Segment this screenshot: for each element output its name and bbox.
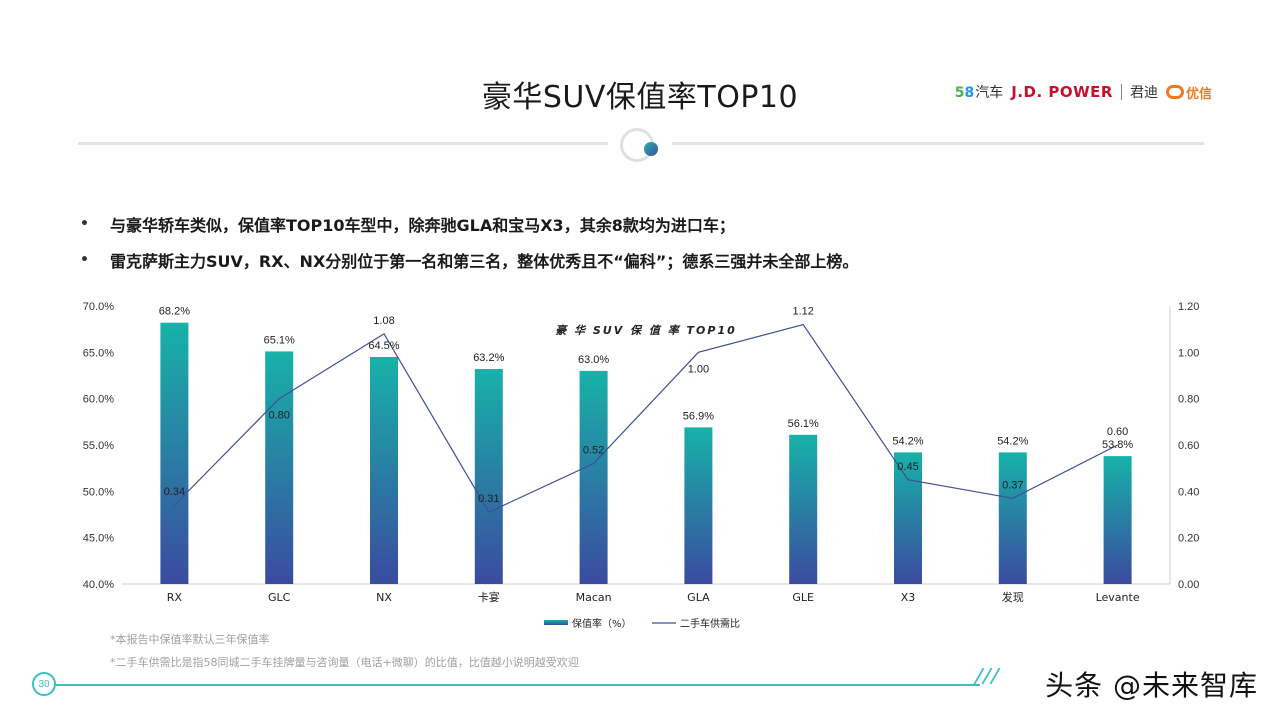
bar-value-label: 54.2% xyxy=(997,435,1028,447)
key-point-text: 雷克萨斯主力SUV，RX、NX分别位于第一名和第三名，整体优秀且不“偏科”；德系… xyxy=(110,252,859,271)
key-point-1: • 与豪华轿车类似，保值率TOP10车型中，除奔驰GLA和宝马X3，其余8款均为… xyxy=(80,206,858,242)
x-tick-label: 卡宴 xyxy=(478,590,500,604)
x-tick-label: NX xyxy=(376,591,392,604)
x-tick-label: Macan xyxy=(576,591,612,604)
y-right-tick-label: 1.20 xyxy=(1178,301,1199,313)
bar xyxy=(265,351,294,584)
key-point-text: 与豪华轿车类似，保值率TOP10车型中，除奔驰GLA和宝马X3，其余8款均为进口… xyxy=(110,216,735,235)
bar xyxy=(998,452,1027,584)
bar xyxy=(684,427,713,584)
y-right-tick-label: 0.40 xyxy=(1178,486,1199,498)
bar-value-label: 56.1% xyxy=(788,418,819,430)
bar xyxy=(160,322,189,584)
bar xyxy=(1103,456,1132,584)
bar xyxy=(370,356,398,584)
key-points: • 与豪华轿车类似，保值率TOP10车型中，除奔驰GLA和宝马X3，其余8款均为… xyxy=(80,206,858,278)
x-tick-label: RX xyxy=(167,591,183,604)
x-tick-label: GLE xyxy=(792,591,814,604)
logo-separator xyxy=(1120,84,1122,100)
bullet-icon: • xyxy=(80,252,89,268)
x-tick-label: GLC xyxy=(268,591,291,604)
title-divider-left xyxy=(78,142,608,145)
line-value-label: 0.37 xyxy=(1002,479,1023,491)
legend-label-bar: 保值率（%） xyxy=(572,617,632,630)
bullet-icon: • xyxy=(80,216,89,232)
key-point-2: • 雷克萨斯主力SUV，RX、NX分别位于第一名和第三名，整体优秀且不“偏科”；… xyxy=(80,242,858,278)
line-value-label: 1.08 xyxy=(373,315,394,327)
bar-value-label: 63.2% xyxy=(473,352,504,364)
line-value-label: 0.31 xyxy=(478,493,499,505)
x-tick-label: Levante xyxy=(1096,591,1140,604)
footer-line xyxy=(48,684,980,686)
line-value-label: 0.60 xyxy=(1107,426,1128,438)
chart-legend: 保值率（%） 二手车供需比 xyxy=(544,617,740,630)
x-tick-label: X3 xyxy=(901,591,916,604)
y-left-tick-label: 70.0% xyxy=(83,301,114,313)
title-divider-right xyxy=(672,142,1204,145)
bar-value-label: 63.0% xyxy=(578,354,609,366)
line-value-label: 0.34 xyxy=(164,486,185,498)
bar-value-label: 64.5% xyxy=(368,340,399,352)
y-right-tick-label: 0.20 xyxy=(1178,533,1199,545)
y-left-tick-label: 55.0% xyxy=(83,440,114,452)
footnote-supply-demand: *二手车供需比是指58同城二手车挂牌量与咨询量（电话+微聊）的比值，比值越小说明… xyxy=(110,656,579,669)
legend-label-line: 二手车供需比 xyxy=(680,617,740,630)
bar xyxy=(894,452,922,584)
y-left-tick-label: 50.0% xyxy=(83,486,114,498)
page-title: 豪华SUV保值率TOP10 xyxy=(481,80,799,115)
bar xyxy=(474,369,503,584)
supply-demand-line xyxy=(173,323,1118,513)
y-right-tick-label: 0.60 xyxy=(1178,440,1199,452)
partner-logos: 58汽车 J.D. POWER 君迪 优信 xyxy=(955,82,1212,102)
chart-title: 豪 华 SUV 保 值 率 TOP10 xyxy=(555,324,737,337)
line-value-label: 0.80 xyxy=(268,410,289,422)
youxin-mark-icon xyxy=(1165,85,1184,99)
bar xyxy=(789,434,818,584)
logo-jd-power-cn: 君迪 xyxy=(1129,85,1158,101)
bar-value-label: 65.1% xyxy=(264,334,295,346)
y-left-tick-label: 45.0% xyxy=(83,533,114,545)
y-left-tick-label: 40.0% xyxy=(83,579,114,591)
line-value-label: 1.00 xyxy=(688,363,709,375)
watermark: 头条 @未来智库 xyxy=(1045,669,1258,702)
logo-youxin: 优信 xyxy=(1165,83,1212,102)
page-number: 30 xyxy=(32,672,56,696)
legend-swatch-bar xyxy=(544,620,568,625)
bar-value-label: 68.2% xyxy=(159,306,190,318)
logo-58-car: 58汽车 xyxy=(954,85,1004,101)
line-value-label: 1.12 xyxy=(792,306,813,318)
logo-jd-power: J.D. POWER xyxy=(1011,83,1113,101)
y-left-tick-label: 65.0% xyxy=(83,347,114,359)
line-value-label: 0.45 xyxy=(897,461,918,473)
x-tick-label: GLA xyxy=(687,591,710,604)
line-value-label: 0.52 xyxy=(583,445,604,457)
bar-value-label: 54.2% xyxy=(892,435,923,447)
y-left-tick-label: 60.0% xyxy=(83,394,114,406)
bar-value-label: 53.8% xyxy=(1102,439,1133,451)
footnote-retention: *本报告中保值率默认三年保值率 xyxy=(110,633,270,646)
y-right-tick-label: 0.80 xyxy=(1178,394,1199,406)
y-right-tick-label: 1.00 xyxy=(1178,347,1199,359)
divider-dot-icon xyxy=(644,142,658,156)
bar-value-label: 56.9% xyxy=(683,410,714,422)
bar xyxy=(579,370,608,584)
y-right-tick-label: 0.00 xyxy=(1178,579,1199,591)
x-tick-label: 发现 xyxy=(1002,590,1024,604)
